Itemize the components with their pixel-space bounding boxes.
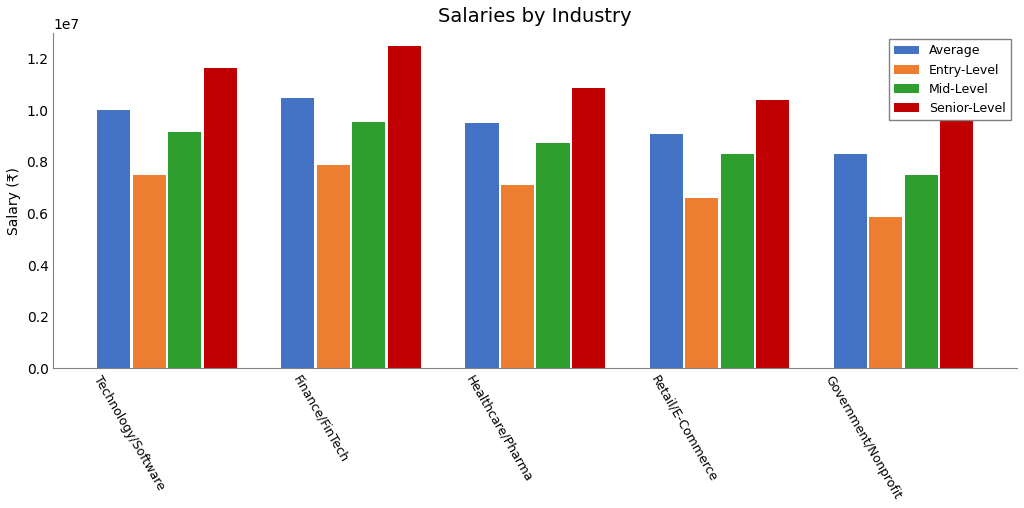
Bar [649, 134, 683, 368]
Y-axis label: Salary (₹): Salary (₹) [7, 167, 20, 235]
Bar [721, 154, 754, 368]
Bar [869, 217, 902, 368]
Bar [756, 100, 790, 368]
Bar [571, 88, 605, 368]
Bar [168, 132, 201, 368]
Bar [97, 110, 130, 368]
Bar [940, 110, 973, 368]
Bar [316, 165, 350, 368]
Bar [501, 185, 535, 368]
Bar [204, 68, 237, 368]
Bar [537, 143, 569, 368]
Legend: Average, Entry-Level, Mid-Level, Senior-Level: Average, Entry-Level, Mid-Level, Senior-… [889, 39, 1011, 120]
Bar [352, 122, 385, 368]
Bar [466, 123, 499, 368]
Bar [685, 198, 718, 368]
Title: Salaries by Industry: Salaries by Industry [438, 7, 632, 26]
Bar [834, 154, 867, 368]
Bar [388, 46, 421, 368]
Bar [282, 98, 314, 368]
Bar [133, 175, 166, 368]
Bar [904, 175, 938, 368]
